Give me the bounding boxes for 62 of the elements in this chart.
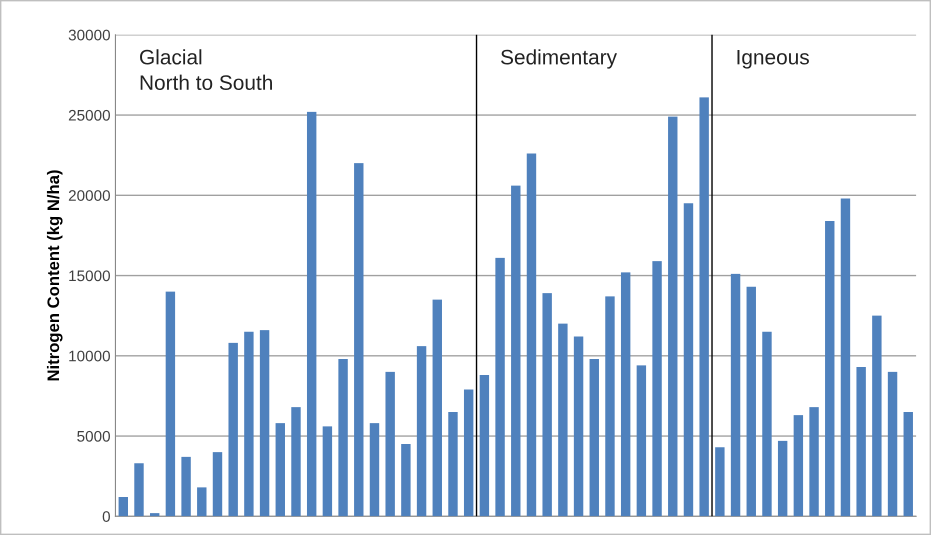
y-tick-label: 0: [102, 511, 110, 522]
annotation: Igneous: [737, 50, 809, 69]
y-tick-label: 25000: [68, 110, 110, 121]
bar: [574, 336, 584, 516]
annotation: Sedimentary: [501, 49, 617, 69]
y-tick-label: 5000: [77, 430, 110, 442]
annotation: Glacial North to South: [140, 49, 272, 90]
bar: [668, 116, 678, 516]
bar: [212, 452, 222, 516]
bar: [385, 372, 395, 516]
bar: [432, 300, 442, 516]
bar: [322, 426, 332, 516]
bar: [762, 332, 772, 516]
bar: [134, 463, 144, 516]
bar: [904, 412, 913, 516]
bar: [526, 154, 536, 516]
bar: [197, 487, 206, 516]
bar: [416, 346, 426, 516]
bar: [464, 389, 474, 516]
bar: [872, 316, 882, 516]
bar: [746, 286, 756, 516]
y-axis-title: Nitrogen Content (kg N/ha): [46, 170, 63, 380]
bar: [590, 358, 599, 516]
bar: [118, 497, 128, 516]
bar: [636, 365, 646, 516]
bar: [840, 198, 850, 516]
y-tick-label: 30000: [68, 30, 110, 40]
bar: [338, 358, 348, 516]
bar: [558, 324, 568, 516]
bar: [778, 440, 788, 516]
bar: [166, 292, 176, 516]
bar: [291, 407, 301, 516]
bar: [888, 372, 898, 516]
bar: [480, 375, 490, 516]
bar: [825, 220, 834, 516]
bar: [542, 293, 552, 516]
y-tick-label: 10000: [69, 350, 110, 362]
bar: [794, 415, 804, 516]
bar: [181, 456, 191, 516]
bar: [495, 258, 505, 516]
bar: [448, 412, 458, 516]
bar: [856, 367, 866, 516]
bar: [306, 112, 316, 516]
y-tick-label: 15000: [69, 270, 110, 282]
bar: [354, 163, 364, 516]
bar: [401, 444, 411, 516]
bar: [150, 513, 160, 516]
bar: [276, 423, 285, 516]
bar: [228, 342, 238, 516]
y-tick-label: 20000: [68, 190, 110, 201]
bar: [620, 272, 630, 516]
bar: [244, 332, 254, 516]
bar: [684, 203, 694, 516]
bar: [699, 97, 709, 516]
bar: [730, 274, 740, 516]
bar: [809, 407, 819, 516]
bar: [511, 186, 520, 516]
bar: [652, 261, 662, 516]
bar: [260, 330, 270, 516]
bar: [605, 296, 615, 516]
bar: [370, 423, 380, 516]
bar: [715, 447, 725, 516]
